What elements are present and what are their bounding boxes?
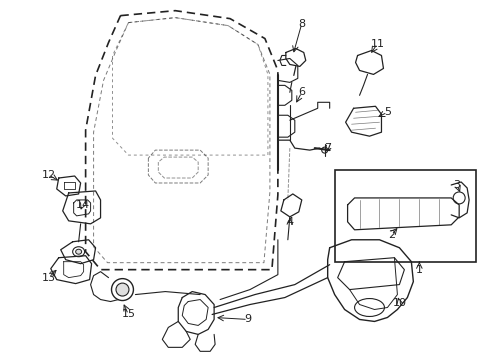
- Bar: [335, 170, 476, 262]
- Text: 5: 5: [384, 107, 391, 117]
- Ellipse shape: [116, 283, 129, 296]
- Text: 8: 8: [298, 19, 305, 28]
- Text: 12: 12: [42, 170, 56, 180]
- Text: 1: 1: [416, 265, 423, 275]
- Ellipse shape: [75, 249, 82, 254]
- Text: 7: 7: [324, 143, 331, 153]
- Text: 11: 11: [370, 39, 385, 49]
- Text: 4: 4: [286, 217, 294, 227]
- Text: 14: 14: [75, 200, 90, 210]
- Text: 10: 10: [392, 297, 406, 307]
- Text: 15: 15: [122, 310, 135, 319]
- Text: 3: 3: [454, 180, 461, 190]
- Text: 13: 13: [42, 273, 56, 283]
- Text: 6: 6: [298, 87, 305, 97]
- Text: 9: 9: [245, 314, 251, 324]
- Text: 2: 2: [388, 230, 395, 240]
